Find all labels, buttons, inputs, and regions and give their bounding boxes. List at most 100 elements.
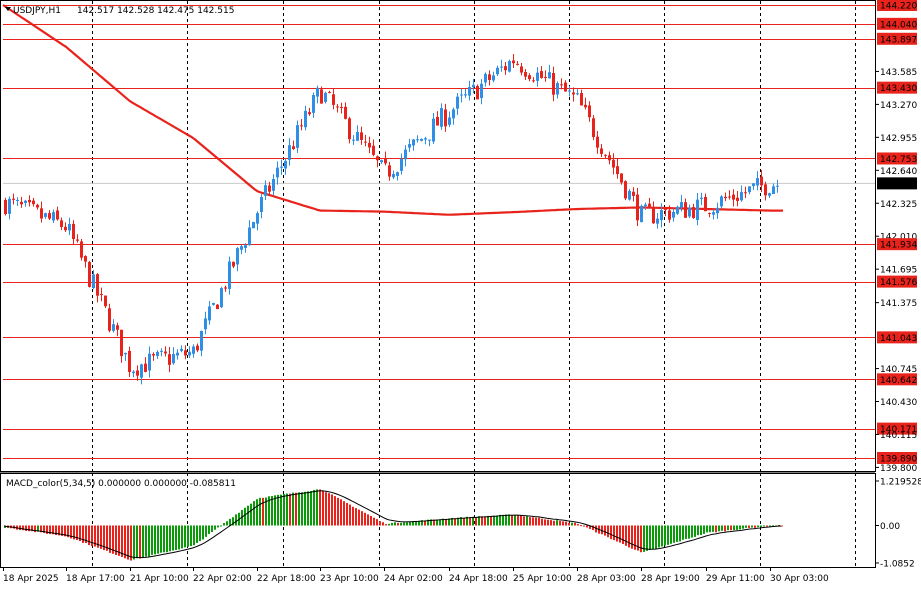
macd-bar <box>61 525 63 536</box>
candle-body <box>172 353 175 364</box>
macd-bar <box>214 525 216 530</box>
macd-bar <box>685 525 687 540</box>
price-label: 143.270 <box>880 101 917 111</box>
candle-body <box>308 112 311 115</box>
price-label: 140.115 <box>880 431 917 441</box>
macd-label: MACD_color(5,34,5) 0.000000 0.000000 -0.… <box>6 479 236 489</box>
candle-body <box>772 186 775 194</box>
time-axis: 18 Apr 2025 18 Apr 17:00 21 Apr 10:00 22 Ap… <box>3 567 829 584</box>
candle-body <box>716 207 719 214</box>
candle-body <box>340 107 343 109</box>
macd-bar <box>97 525 99 548</box>
price-label: 141.934 <box>880 241 917 251</box>
candle-body <box>120 329 123 357</box>
candle-body <box>776 185 779 187</box>
macd-bar <box>265 497 267 526</box>
candle-body <box>624 181 627 199</box>
macd-bar <box>223 523 225 526</box>
macd-bar <box>472 516 474 526</box>
macd-bar <box>574 522 576 526</box>
level-price-tag <box>877 152 917 165</box>
macd-bar <box>268 496 270 526</box>
macd-bar <box>769 525 771 527</box>
macd-bar <box>226 521 228 526</box>
macd-bar <box>688 525 690 539</box>
macd-bar <box>559 520 561 526</box>
macd-bar <box>379 521 381 526</box>
macd-bar <box>121 525 123 558</box>
price-label: 140.171 <box>880 425 917 435</box>
candle-body <box>156 351 159 356</box>
macd-bar <box>4 525 6 528</box>
macd-bar <box>244 507 246 526</box>
candle-body <box>564 82 567 92</box>
macd-bar <box>70 525 72 539</box>
level-price-tag <box>877 81 917 94</box>
candle-body <box>84 256 87 262</box>
level-price-tag <box>877 422 917 435</box>
macd-bar <box>499 514 501 526</box>
macd-bar <box>136 525 138 559</box>
macd-bar <box>109 525 111 553</box>
candle-body <box>344 106 347 119</box>
macd-bar <box>754 525 756 528</box>
macd-bar <box>400 522 402 526</box>
candle-body <box>684 202 687 218</box>
macd-bar <box>58 525 60 536</box>
macd-bar <box>298 492 300 526</box>
macd-bar <box>280 494 282 526</box>
candle-body <box>280 166 283 168</box>
candle-body <box>596 136 599 148</box>
candle-body <box>200 331 203 351</box>
macd-bar <box>727 525 729 531</box>
macd-bar <box>772 525 774 527</box>
candle-body <box>632 191 635 196</box>
dropdown-triangle-icon[interactable] <box>5 7 11 11</box>
macd-bar <box>367 514 369 526</box>
macd-bar <box>283 494 285 526</box>
candle-body <box>116 325 119 330</box>
macd-bar <box>514 514 516 526</box>
macd-bar <box>349 504 351 526</box>
macd-bar <box>682 525 684 540</box>
macd-bar <box>610 525 612 540</box>
macd-bar <box>307 491 309 526</box>
candle-body <box>40 208 43 219</box>
macd-bar <box>43 525 45 534</box>
candle-body <box>28 199 31 203</box>
candle-body <box>752 183 755 187</box>
candle-body <box>80 241 83 258</box>
macd-bar <box>481 516 483 526</box>
candle-body <box>576 93 579 95</box>
candle-body <box>220 288 223 308</box>
macd-bar <box>25 525 27 532</box>
macd-bar <box>676 525 678 542</box>
macd-bar <box>289 493 291 526</box>
price-label: 144.220 <box>880 2 917 12</box>
macd-bar <box>466 516 468 526</box>
candle-body <box>64 226 67 231</box>
candle-body <box>440 108 443 127</box>
macd-bar <box>337 497 339 526</box>
level-price-tag <box>877 452 917 464</box>
macd-bar <box>196 525 198 543</box>
macd-bar <box>313 489 315 526</box>
level-price-tag <box>877 0 917 11</box>
macd-bar <box>616 525 618 542</box>
macd-bar <box>592 525 594 531</box>
candle-body <box>184 350 187 356</box>
candle-body <box>516 63 519 65</box>
macd-bar <box>439 519 441 526</box>
candle-body <box>528 75 531 80</box>
macd-bar <box>490 516 492 526</box>
candle-body <box>380 160 383 163</box>
candle-body <box>284 160 287 169</box>
macd-scale-label: 0.00 <box>880 522 900 532</box>
macd-bar <box>262 497 264 526</box>
time-label: 23 Apr 10:00 <box>320 574 379 584</box>
candle-body <box>512 60 515 64</box>
macd-bar <box>745 525 747 528</box>
candle-body <box>108 308 111 331</box>
